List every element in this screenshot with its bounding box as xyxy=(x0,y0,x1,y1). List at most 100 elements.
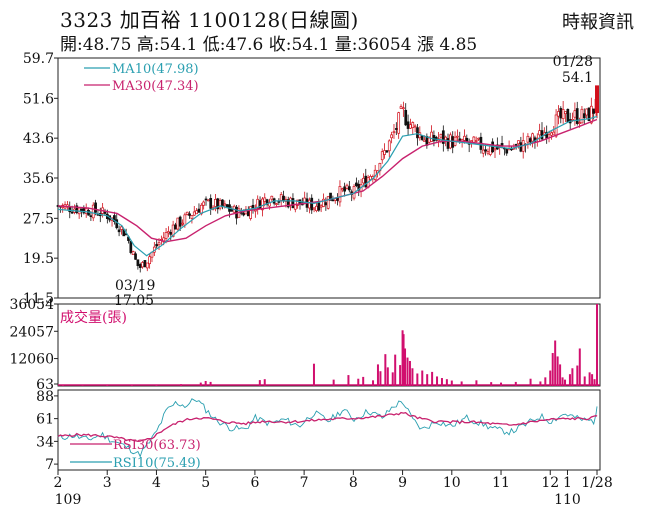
legend-label-0: MA10(47.98) xyxy=(112,62,199,77)
candle-body xyxy=(209,197,213,209)
candle-body xyxy=(477,137,480,140)
volume-bar xyxy=(421,370,424,386)
candle-body xyxy=(444,136,448,141)
ma10-line xyxy=(57,115,598,257)
candle-body xyxy=(326,196,330,209)
candle-body xyxy=(392,131,396,134)
ohlc-summary: 開:48.75 高:54.1 低:47.6 收:54.1 量:36054 漲 4… xyxy=(60,35,478,55)
candle-body xyxy=(413,125,417,128)
candle-body xyxy=(207,199,210,202)
candle-body xyxy=(481,149,485,154)
volume-legend-label: 成交量(張) xyxy=(60,309,127,326)
volume-bar xyxy=(593,379,596,386)
candle-body xyxy=(270,195,274,200)
candle-body xyxy=(552,131,556,135)
legend-label-1: MA30(47.34) xyxy=(112,79,199,94)
candle-body xyxy=(155,244,159,247)
rsi30-line xyxy=(57,411,598,442)
candle-body xyxy=(585,108,588,116)
candle-body xyxy=(420,135,424,140)
volume-bar xyxy=(404,348,407,386)
volume-bar xyxy=(564,379,567,386)
candle-body xyxy=(578,122,581,124)
candle-body xyxy=(411,122,415,129)
volume-bar xyxy=(578,348,581,386)
candle-body xyxy=(181,222,184,225)
candle-body xyxy=(362,177,365,184)
candle-body xyxy=(167,231,170,234)
rsi-panel: 88 61 34 7 RSI30(63.73) RSI10(75.49) xyxy=(36,389,598,473)
candle-body xyxy=(148,256,151,265)
candle-body xyxy=(385,150,389,153)
last-value-label: 54.1 xyxy=(562,70,593,86)
volume-bar xyxy=(209,381,212,386)
candle-body xyxy=(470,140,473,142)
candle-body xyxy=(387,140,391,152)
candle-body xyxy=(242,212,245,216)
candle-body xyxy=(564,111,567,115)
candle-body xyxy=(117,229,121,233)
xtick-label: 12 xyxy=(541,475,559,491)
candle-body xyxy=(561,109,565,119)
volume-bar xyxy=(559,364,562,386)
xtick-label: 6 xyxy=(250,475,259,491)
volume-bar xyxy=(391,372,394,386)
candle-body xyxy=(258,200,262,210)
candle-body xyxy=(554,114,558,137)
ma30-line xyxy=(57,118,598,243)
candle-body xyxy=(369,176,372,180)
volume-bar xyxy=(416,373,419,386)
xaxis-year-label: 109 xyxy=(55,492,82,508)
xtick-label: 1 xyxy=(563,475,572,491)
candle-body xyxy=(275,203,278,205)
low-value-label: 17.05 xyxy=(114,293,154,309)
candle-body xyxy=(157,242,161,246)
volume-bar xyxy=(549,370,552,386)
price-ytick-label: 59.7 xyxy=(23,51,54,67)
candle-body xyxy=(380,151,384,161)
volume-bar xyxy=(551,353,554,386)
candle-body xyxy=(145,262,149,269)
xtick-label: 1/28 xyxy=(581,475,612,491)
candle-body xyxy=(566,108,570,123)
volume-bar xyxy=(514,381,517,386)
xtick-label: 5 xyxy=(201,475,210,491)
candle-body xyxy=(279,194,283,201)
candle-body xyxy=(329,192,332,201)
candle-body xyxy=(291,198,295,209)
candle-body xyxy=(312,207,316,210)
volume-bar xyxy=(362,376,365,386)
candle-body xyxy=(261,198,264,211)
candle-body xyxy=(486,151,490,154)
candle-body xyxy=(94,202,97,213)
candle-body xyxy=(423,139,426,142)
candle-body xyxy=(214,199,217,207)
volume-ytick-label: 24057 xyxy=(9,324,54,340)
rsi-legend-label-1: RSI10(75.49) xyxy=(113,456,201,471)
volume-bar xyxy=(204,380,207,386)
volume-bar xyxy=(539,381,542,386)
candle-body xyxy=(582,113,586,119)
candle-body xyxy=(340,188,344,191)
candle-body xyxy=(345,184,349,189)
volume-bar xyxy=(568,374,571,386)
candle-body xyxy=(202,201,206,206)
volume-bar xyxy=(406,357,409,386)
candle-body xyxy=(500,143,504,147)
candle-body xyxy=(432,135,436,142)
price-ytick-label: 27.5 xyxy=(23,211,54,227)
candle-body xyxy=(164,232,168,239)
candle-body xyxy=(493,148,497,151)
candle-body xyxy=(204,198,208,201)
candle-body xyxy=(559,108,563,119)
candle-body xyxy=(343,186,346,192)
candle-body xyxy=(138,264,142,268)
candle-body xyxy=(188,213,191,216)
candle-body xyxy=(136,259,140,266)
candle-body xyxy=(488,145,492,155)
candle-body xyxy=(70,211,74,214)
xtick-label: 7 xyxy=(300,475,309,491)
candle-body xyxy=(319,205,323,208)
candle-body xyxy=(197,208,201,213)
candle-body xyxy=(113,215,116,222)
